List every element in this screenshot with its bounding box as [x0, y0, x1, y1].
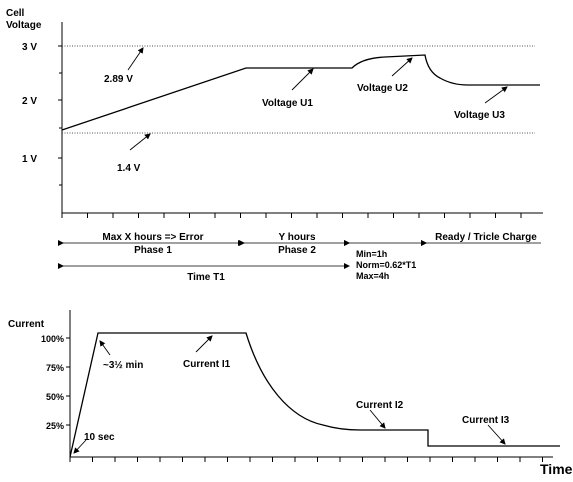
leader-10-sec [73, 439, 87, 454]
leader-voltage-u3 [484, 86, 508, 104]
leader-voltage-u1 [291, 68, 314, 91]
label-voltage-u1: Voltage U1 [262, 98, 313, 109]
phase2-bottom-label: Phase 2 [278, 245, 316, 256]
label-voltage-u3: Voltage U3 [454, 110, 505, 121]
current-y-tick-label: 25% [46, 421, 64, 431]
label-2-89v: 2.89 V [104, 74, 133, 85]
current-x-ticks [69, 457, 543, 462]
leader-1-4v [129, 133, 151, 151]
voltage-curve [61, 54, 540, 131]
phase1-bottom-label: Phase 1 [134, 245, 172, 256]
voltage-y-tick-label: 3 V [22, 42, 37, 53]
label-current-i2: Current I2 [356, 400, 404, 411]
voltage-ylabel-line2: Voltage [6, 20, 42, 31]
label-10-sec: 10 sec [84, 432, 115, 443]
label-current-i1: Current I1 [183, 359, 231, 370]
current-curve [69, 332, 560, 458]
current-y-ticks: 100% 75% 50% 25% [41, 334, 70, 431]
label-current-i3: Current I3 [462, 415, 510, 426]
time-t1-label: Time T1 [187, 272, 225, 283]
duration-max: Max=4h [356, 271, 389, 281]
phase2-top-label: Y hours [278, 232, 315, 243]
voltage-y-ticks: 3 V 2 V 1 V [22, 42, 62, 186]
current-y-tick-label: 100% [41, 334, 64, 344]
leader-current-i2 [369, 409, 386, 429]
leader-current-i3 [487, 424, 506, 445]
leader-2-89v [127, 47, 144, 71]
current-ylabel: Current [8, 319, 45, 330]
ready-label: Ready / Tricle Charge [435, 232, 537, 243]
voltage-y-tick-label: 2 V [22, 96, 37, 107]
leader-voltage-u2 [391, 57, 413, 77]
label-3-5-min: ~3½ min [103, 360, 143, 371]
current-y-tick-label: 50% [46, 392, 64, 402]
time-axis-label: Time [540, 461, 573, 477]
leader-3-5-min [99, 340, 111, 356]
leader-current-i1 [195, 335, 213, 353]
phase1-top-label: Max X hours => Error [102, 232, 203, 243]
current-y-tick-label: 75% [46, 363, 64, 373]
duration-norm: Norm=0.62*T1 [356, 260, 416, 270]
voltage-y-tick-label: 1 V [22, 154, 37, 165]
label-1-4v: 1.4 V [117, 163, 141, 174]
voltage-x-ticks [61, 213, 522, 218]
voltage-ylabel-line1: Cell [6, 8, 25, 19]
label-voltage-u2: Voltage U2 [357, 83, 408, 94]
duration-min: Min=1h [356, 249, 387, 259]
